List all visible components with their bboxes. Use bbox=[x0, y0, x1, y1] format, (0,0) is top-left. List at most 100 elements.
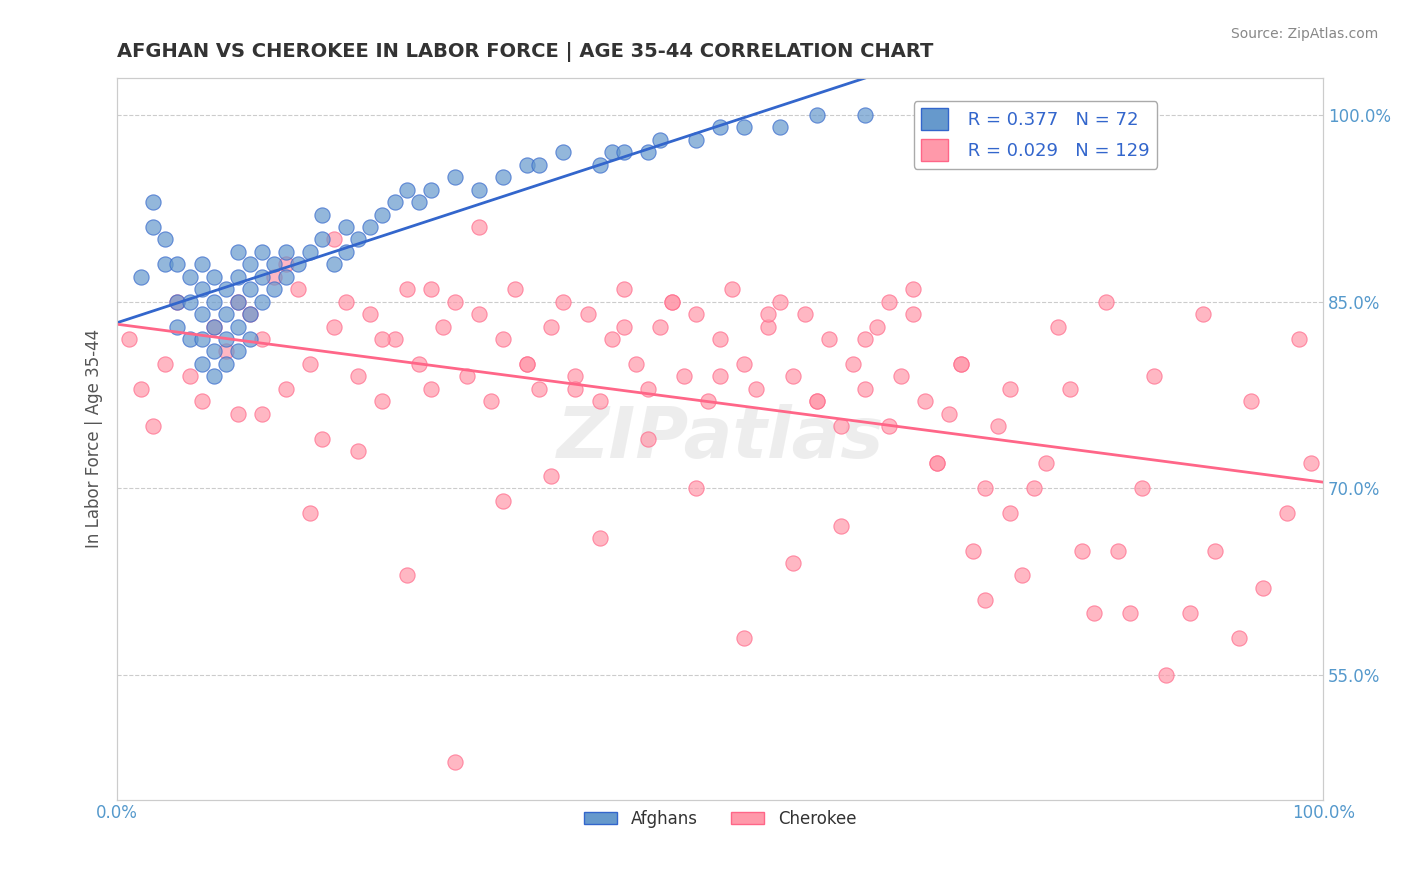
Cherokee bbox=[793, 307, 815, 321]
Cherokee bbox=[419, 382, 441, 396]
Cherokee bbox=[335, 294, 357, 309]
Cherokee bbox=[661, 294, 683, 309]
Afghans bbox=[444, 170, 467, 185]
Cherokee bbox=[190, 394, 212, 409]
Afghans bbox=[299, 244, 322, 259]
Afghans bbox=[179, 269, 201, 284]
Cherokee bbox=[323, 319, 346, 334]
Cherokee bbox=[347, 369, 370, 384]
Cherokee bbox=[769, 294, 792, 309]
Afghans bbox=[553, 145, 575, 160]
Afghans bbox=[226, 269, 249, 284]
Cherokee bbox=[1251, 581, 1274, 595]
Cherokee bbox=[950, 357, 973, 371]
Afghans bbox=[179, 332, 201, 346]
Cherokee bbox=[516, 357, 538, 371]
Cherokee bbox=[842, 357, 865, 371]
Cherokee bbox=[395, 282, 418, 296]
Cherokee bbox=[685, 481, 707, 495]
Cherokee bbox=[553, 294, 575, 309]
Afghans bbox=[226, 244, 249, 259]
Afghans bbox=[492, 170, 515, 185]
Afghans bbox=[733, 120, 755, 135]
Afghans bbox=[287, 257, 309, 271]
Cherokee bbox=[1227, 631, 1250, 645]
Cherokee bbox=[347, 444, 370, 458]
Cherokee bbox=[745, 382, 768, 396]
Cherokee bbox=[817, 332, 839, 346]
Cherokee bbox=[1035, 457, 1057, 471]
Cherokee bbox=[299, 506, 322, 520]
Cherokee bbox=[1191, 307, 1213, 321]
Afghans bbox=[384, 195, 406, 210]
Cherokee bbox=[637, 382, 659, 396]
Afghans bbox=[335, 219, 357, 234]
Cherokee bbox=[950, 357, 973, 371]
Cherokee bbox=[613, 282, 636, 296]
Cherokee bbox=[444, 755, 467, 769]
Cherokee bbox=[986, 419, 1008, 434]
Cherokee bbox=[202, 319, 225, 334]
Afghans bbox=[202, 269, 225, 284]
Cherokee bbox=[806, 394, 828, 409]
Afghans bbox=[250, 244, 273, 259]
Afghans bbox=[166, 319, 188, 334]
Afghans bbox=[613, 145, 636, 160]
Cherokee bbox=[685, 307, 707, 321]
Cherokee bbox=[468, 219, 491, 234]
Afghans bbox=[239, 257, 262, 271]
Cherokee bbox=[250, 407, 273, 421]
Afghans bbox=[202, 369, 225, 384]
Afghans bbox=[274, 269, 297, 284]
Afghans bbox=[202, 344, 225, 359]
Cherokee bbox=[395, 568, 418, 582]
Afghans bbox=[853, 108, 876, 122]
Cherokee bbox=[853, 382, 876, 396]
Cherokee bbox=[492, 493, 515, 508]
Afghans bbox=[190, 257, 212, 271]
Cherokee bbox=[468, 307, 491, 321]
Cherokee bbox=[877, 294, 900, 309]
Cherokee bbox=[564, 382, 586, 396]
Afghans bbox=[142, 219, 165, 234]
Cherokee bbox=[588, 394, 610, 409]
Cherokee bbox=[564, 369, 586, 384]
Afghans bbox=[202, 319, 225, 334]
Cherokee bbox=[998, 506, 1021, 520]
Cherokee bbox=[938, 407, 960, 421]
Cherokee bbox=[1119, 606, 1142, 620]
Afghans bbox=[166, 294, 188, 309]
Cherokee bbox=[456, 369, 478, 384]
Afghans bbox=[142, 195, 165, 210]
Cherokee bbox=[274, 257, 297, 271]
Cherokee bbox=[492, 332, 515, 346]
Y-axis label: In Labor Force | Age 35-44: In Labor Force | Age 35-44 bbox=[86, 329, 103, 548]
Cherokee bbox=[758, 307, 780, 321]
Cherokee bbox=[540, 319, 562, 334]
Cherokee bbox=[697, 394, 720, 409]
Text: ZIPatlas: ZIPatlas bbox=[557, 404, 884, 473]
Afghans bbox=[637, 145, 659, 160]
Afghans bbox=[155, 232, 177, 246]
Cherokee bbox=[962, 543, 984, 558]
Afghans bbox=[250, 294, 273, 309]
Afghans bbox=[648, 133, 671, 147]
Afghans bbox=[226, 319, 249, 334]
Cherokee bbox=[1095, 294, 1118, 309]
Cherokee bbox=[600, 332, 623, 346]
Cherokee bbox=[709, 332, 731, 346]
Afghans bbox=[239, 282, 262, 296]
Afghans bbox=[190, 357, 212, 371]
Cherokee bbox=[733, 631, 755, 645]
Afghans bbox=[190, 332, 212, 346]
Cherokee bbox=[226, 294, 249, 309]
Cherokee bbox=[1288, 332, 1310, 346]
Cherokee bbox=[576, 307, 599, 321]
Text: Source: ZipAtlas.com: Source: ZipAtlas.com bbox=[1230, 27, 1378, 41]
Cherokee bbox=[974, 481, 997, 495]
Cherokee bbox=[974, 593, 997, 607]
Cherokee bbox=[782, 369, 804, 384]
Cherokee bbox=[661, 294, 683, 309]
Cherokee bbox=[479, 394, 502, 409]
Cherokee bbox=[624, 357, 647, 371]
